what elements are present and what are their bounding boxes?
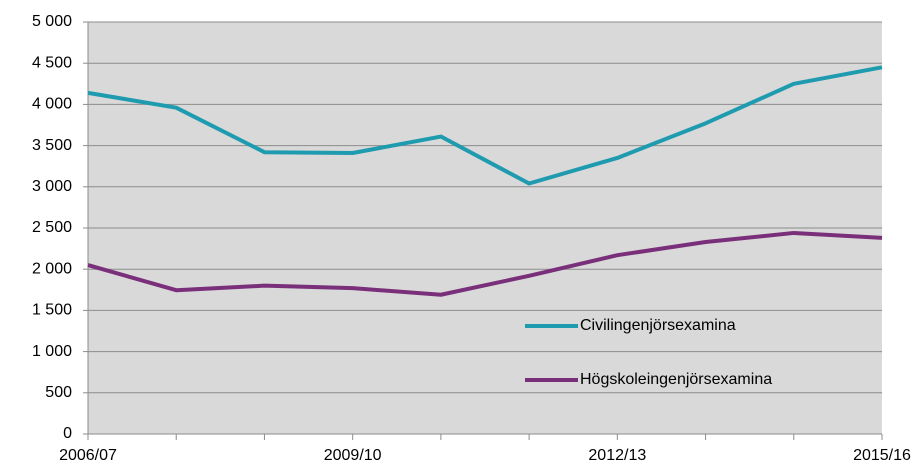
x-tick-label: 2006/07 (59, 447, 117, 464)
x-tick-label: 2009/10 (324, 447, 382, 464)
y-tick-label: 1 500 (32, 302, 72, 319)
legend-label: Civilingenjörsexamina (580, 317, 736, 334)
y-tick-label: 2 000 (32, 260, 72, 277)
x-tick-label: 2012/13 (588, 447, 646, 464)
y-tick-label: 1 000 (32, 343, 72, 360)
y-tick-label: 4 000 (32, 96, 72, 113)
y-tick-label: 4 500 (32, 54, 72, 71)
legend-label: Högskoleingenjörsexamina (580, 371, 772, 388)
x-tick-label: 2015/16 (853, 447, 911, 464)
y-tick-label: 5 000 (32, 13, 72, 30)
y-tick-label: 500 (45, 384, 72, 401)
y-tick-label: 3 500 (32, 137, 72, 154)
y-tick-label: 0 (63, 425, 72, 442)
line (87, 65, 883, 186)
y-tick-label: 3 000 (32, 178, 72, 195)
line (87, 230, 883, 297)
y-tick-label: 2 500 (32, 219, 72, 236)
